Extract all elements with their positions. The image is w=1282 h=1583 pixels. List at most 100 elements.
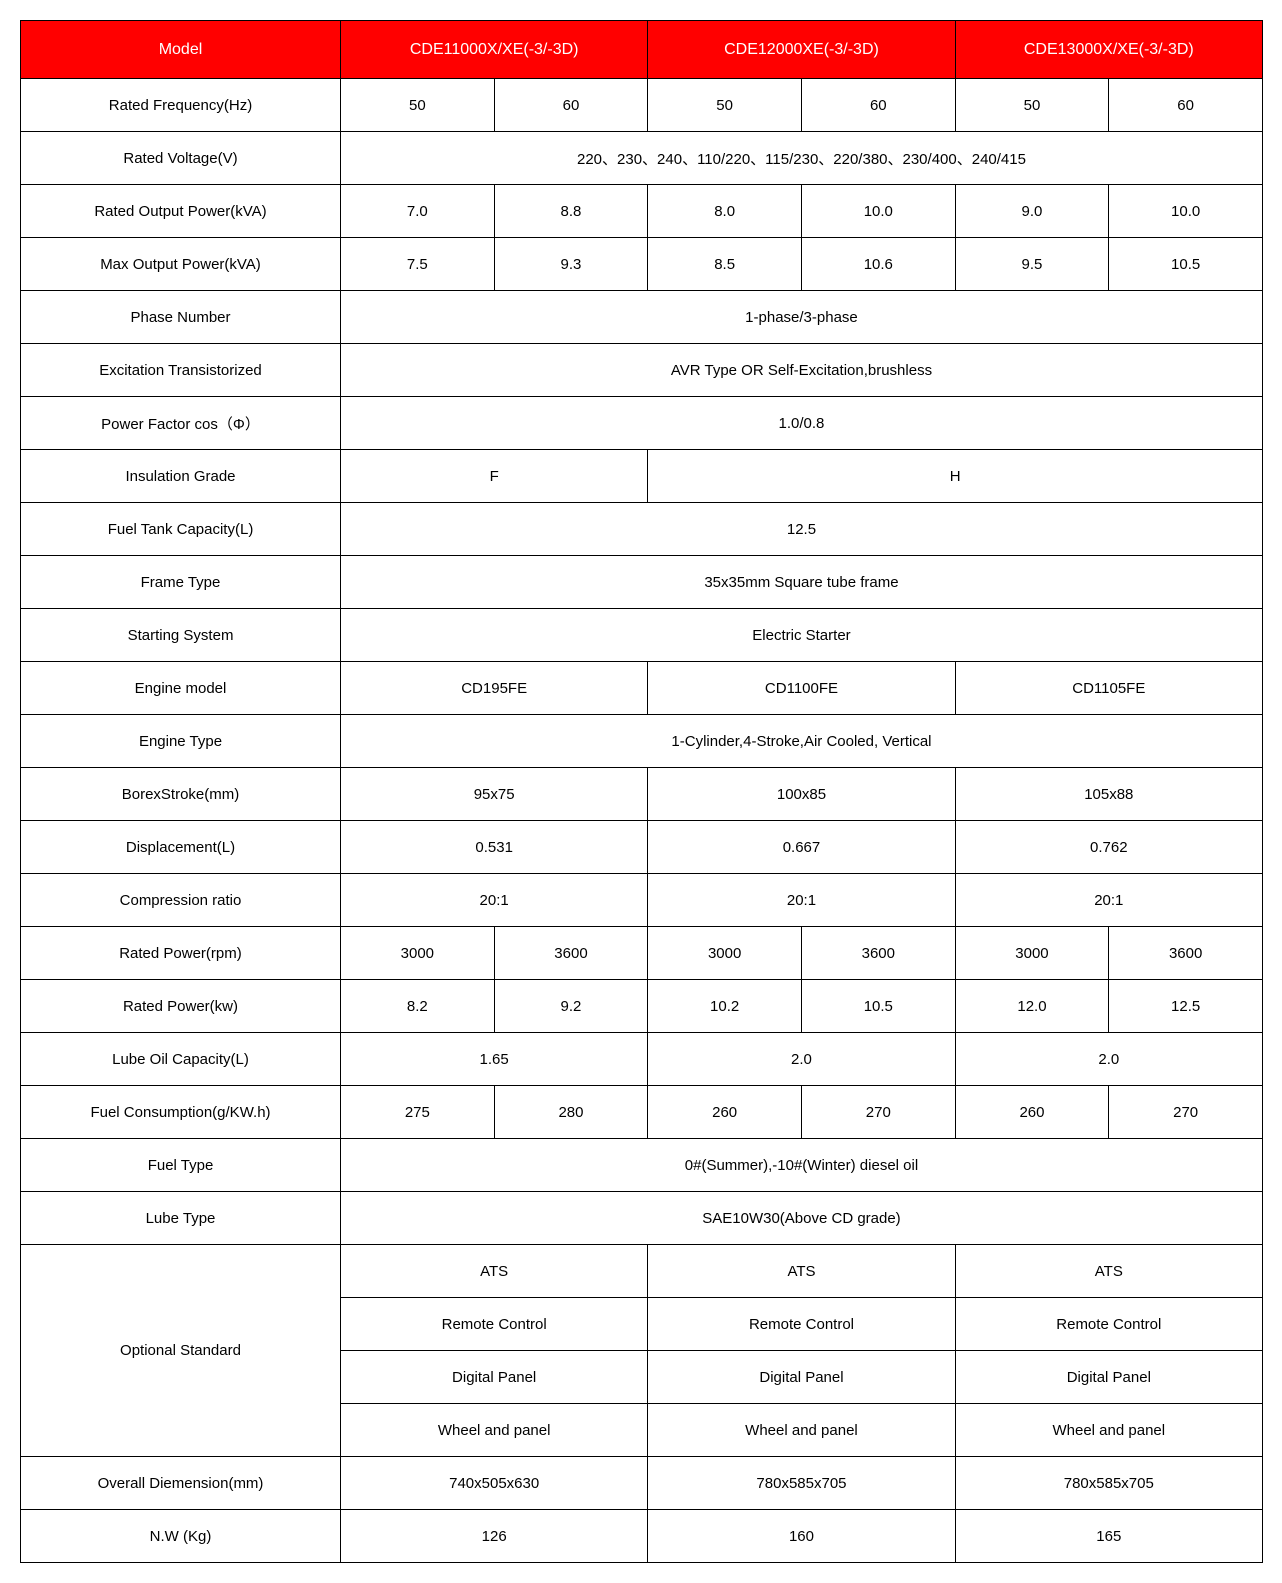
- cell: 8.8: [494, 185, 648, 238]
- cell: 780x585x705: [955, 1457, 1262, 1510]
- cell: 126: [341, 1510, 648, 1563]
- label: BorexStroke(mm): [21, 768, 341, 821]
- header-m1: CDE11000X/XE(-3/-3D): [341, 21, 648, 79]
- cell: 280: [494, 1086, 648, 1139]
- row-lube-type: Lube Type SAE10W30(Above CD grade): [21, 1192, 1263, 1245]
- row-rated-voltage: Rated Voltage(V) 220、230、240、110/220、115…: [21, 132, 1263, 185]
- cell: 260: [648, 1086, 802, 1139]
- label: Rated Power(rpm): [21, 927, 341, 980]
- row-rated-rpm: Rated Power(rpm) 3000 3600 3000 3600 300…: [21, 927, 1263, 980]
- row-fuel-cons: Fuel Consumption(g/KW.h) 275 280 260 270…: [21, 1086, 1263, 1139]
- cell: 3000: [341, 927, 495, 980]
- cell: 3600: [1109, 927, 1263, 980]
- cell: 270: [1109, 1086, 1263, 1139]
- cell: Wheel and panel: [341, 1404, 648, 1457]
- cell: 60: [801, 79, 955, 132]
- cell: 1-Cylinder,4-Stroke,Air Cooled, Vertical: [341, 715, 1263, 768]
- cell: 35x35mm Square tube frame: [341, 556, 1263, 609]
- cell: 9.3: [494, 238, 648, 291]
- cell: SAE10W30(Above CD grade): [341, 1192, 1263, 1245]
- row-lube-cap: Lube Oil Capacity(L) 1.65 2.0 2.0: [21, 1033, 1263, 1086]
- cell: 3000: [955, 927, 1109, 980]
- cell: 275: [341, 1086, 495, 1139]
- label: Insulation Grade: [21, 450, 341, 503]
- cell: Remote Control: [341, 1298, 648, 1351]
- cell: ATS: [648, 1245, 955, 1298]
- cell: 60: [494, 79, 648, 132]
- cell: 20:1: [955, 874, 1262, 927]
- label: Engine model: [21, 662, 341, 715]
- cell: 1.65: [341, 1033, 648, 1086]
- cell: 220、230、240、110/220、115/230、220/380、230/…: [341, 132, 1263, 185]
- cell: 10.2: [648, 980, 802, 1033]
- cell: Electric Starter: [341, 609, 1263, 662]
- cell: 12.5: [1109, 980, 1263, 1033]
- cell: AVR Type OR Self-Excitation,brushless: [341, 344, 1263, 397]
- cell: 8.0: [648, 185, 802, 238]
- cell: F: [341, 450, 648, 503]
- cell: 100x85: [648, 768, 955, 821]
- label: Compression ratio: [21, 874, 341, 927]
- cell: 260: [955, 1086, 1109, 1139]
- cell: 740x505x630: [341, 1457, 648, 1510]
- label: Lube Type: [21, 1192, 341, 1245]
- label: Fuel Type: [21, 1139, 341, 1192]
- cell: 3600: [494, 927, 648, 980]
- cell: 1-phase/3-phase: [341, 291, 1263, 344]
- label: Max Output Power(kVA): [21, 238, 341, 291]
- cell: 0.762: [955, 821, 1262, 874]
- row-starting: Starting System Electric Starter: [21, 609, 1263, 662]
- cell: 780x585x705: [648, 1457, 955, 1510]
- cell: 165: [955, 1510, 1262, 1563]
- row-rated-kw: Rated Power(kw) 8.2 9.2 10.2 10.5 12.0 1…: [21, 980, 1263, 1033]
- cell: 9.0: [955, 185, 1109, 238]
- row-engine-type: Engine Type 1-Cylinder,4-Stroke,Air Cool…: [21, 715, 1263, 768]
- label: Displacement(L): [21, 821, 341, 874]
- label: Phase Number: [21, 291, 341, 344]
- cell: 9.2: [494, 980, 648, 1033]
- cell: 160: [648, 1510, 955, 1563]
- cell: 12.5: [341, 503, 1263, 556]
- cell: 270: [801, 1086, 955, 1139]
- cell: 0.531: [341, 821, 648, 874]
- header-row: Model CDE11000X/XE(-3/-3D) CDE12000XE(-3…: [21, 21, 1263, 79]
- cell: 10.5: [801, 980, 955, 1033]
- cell: 20:1: [648, 874, 955, 927]
- cell: Wheel and panel: [955, 1404, 1262, 1457]
- cell: ATS: [341, 1245, 648, 1298]
- cell: 3600: [801, 927, 955, 980]
- cell: 20:1: [341, 874, 648, 927]
- row-bore: BorexStroke(mm) 95x75 100x85 105x88: [21, 768, 1263, 821]
- cell: 2.0: [648, 1033, 955, 1086]
- header-model: Model: [21, 21, 341, 79]
- label: Starting System: [21, 609, 341, 662]
- row-disp: Displacement(L) 0.531 0.667 0.762: [21, 821, 1263, 874]
- cell: 60: [1109, 79, 1263, 132]
- cell: 9.5: [955, 238, 1109, 291]
- cell: 0#(Summer),-10#(Winter) diesel oil: [341, 1139, 1263, 1192]
- cell: ATS: [955, 1245, 1262, 1298]
- label: Rated Frequency(Hz): [21, 79, 341, 132]
- row-fuel-type: Fuel Type 0#(Summer),-10#(Winter) diesel…: [21, 1139, 1263, 1192]
- cell: CD1105FE: [955, 662, 1262, 715]
- label: Fuel Tank Capacity(L): [21, 503, 341, 556]
- cell: 50: [648, 79, 802, 132]
- row-excitation: Excitation Transistorized AVR Type OR Se…: [21, 344, 1263, 397]
- label: Lube Oil Capacity(L): [21, 1033, 341, 1086]
- cell: 8.5: [648, 238, 802, 291]
- row-dim: Overall Diemension(mm) 740x505x630 780x5…: [21, 1457, 1263, 1510]
- row-fuel-tank: Fuel Tank Capacity(L) 12.5: [21, 503, 1263, 556]
- label: N.W (Kg): [21, 1510, 341, 1563]
- label: Excitation Transistorized: [21, 344, 341, 397]
- cell: 50: [955, 79, 1109, 132]
- row-power-factor: Power Factor cos（Φ） 1.0/0.8: [21, 397, 1263, 450]
- cell: 95x75: [341, 768, 648, 821]
- cell: 10.0: [1109, 185, 1263, 238]
- row-nw: N.W (Kg) 126 160 165: [21, 1510, 1263, 1563]
- cell: 0.667: [648, 821, 955, 874]
- cell: 12.0: [955, 980, 1109, 1033]
- cell: Digital Panel: [341, 1351, 648, 1404]
- row-engine-model: Engine model CD195FE CD1100FE CD1105FE: [21, 662, 1263, 715]
- row-phase: Phase Number 1-phase/3-phase: [21, 291, 1263, 344]
- label: Rated Voltage(V): [21, 132, 341, 185]
